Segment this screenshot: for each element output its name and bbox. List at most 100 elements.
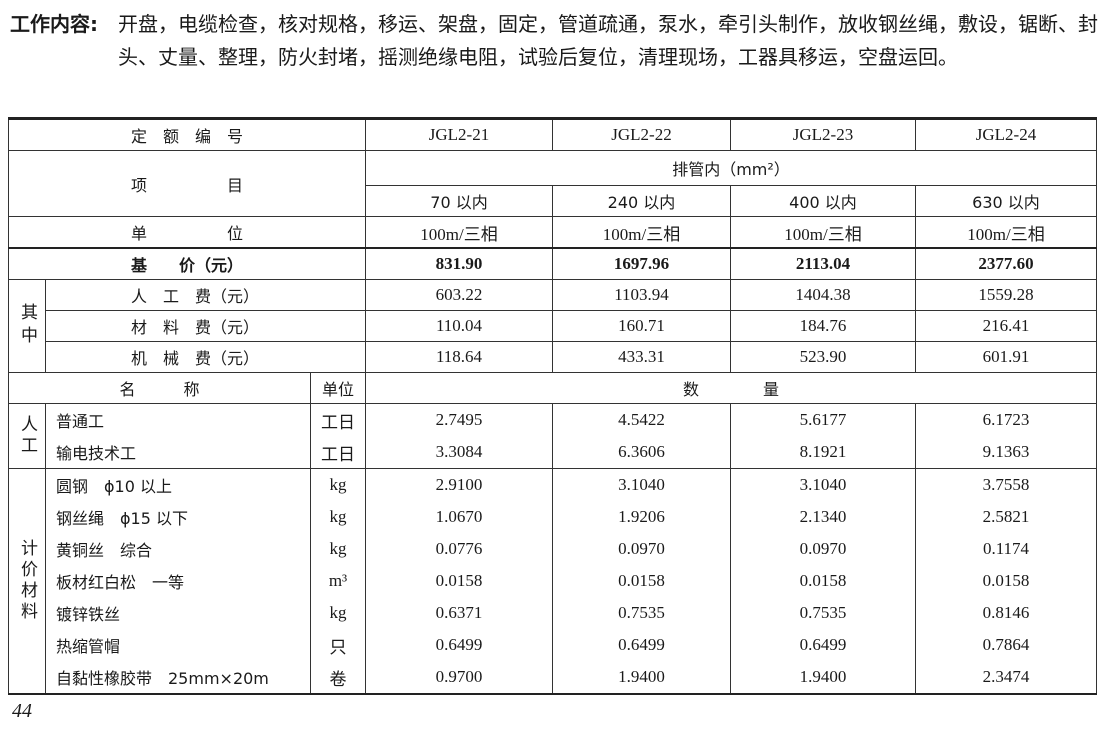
unit-col-label: 单位 xyxy=(310,372,366,404)
materials-unit: kg xyxy=(310,533,366,565)
cost-row: 机 械 费（元） 118.64 433.31 523.90 601.91 xyxy=(9,341,1097,373)
materials-row: 热缩管帽只 0.6499 0.6499 0.6499 0.7864 xyxy=(9,629,1097,661)
base-price-cell: 2113.04 xyxy=(730,247,916,280)
labor-value: 2.7495 xyxy=(365,403,553,436)
labor-name: 普通工 xyxy=(45,403,311,436)
item-cell: 70 以内 xyxy=(365,185,553,217)
item-group-row: 项 目 排管内（mm²） xyxy=(8,150,1097,217)
quantity-label: 数 量 xyxy=(365,372,1097,404)
materials-value: 2.5821 xyxy=(915,501,1097,533)
materials-name: 镀锌铁丝 xyxy=(45,597,311,629)
unit-cell: 100m/三相 xyxy=(365,216,553,249)
cost-cell: 1559.28 xyxy=(915,279,1097,311)
labor-value: 6.1723 xyxy=(915,403,1097,436)
page-number: 44 xyxy=(12,700,32,722)
labor-value: 3.3084 xyxy=(365,436,553,469)
materials-row: 钢丝绳 ϕ15 以下 kg 1.0670 1.9206 2.1340 2.5821 xyxy=(9,501,1097,533)
cost-cell: 184.76 xyxy=(730,310,916,342)
cost-cell: 1404.38 xyxy=(730,279,916,311)
cost-cell: 216.41 xyxy=(915,310,1097,342)
materials-value: 0.0158 xyxy=(915,565,1097,597)
cost-cell: 118.64 xyxy=(365,341,553,373)
base-price-cell: 1697.96 xyxy=(552,247,731,280)
base-price-cell: 2377.60 xyxy=(915,247,1097,280)
materials-value: 0.8146 xyxy=(915,597,1097,629)
labor-unit: 工日 xyxy=(310,436,366,469)
code-label: 定 额 编 号 xyxy=(8,118,366,151)
materials-value: 2.1340 xyxy=(730,501,916,533)
item-row: 70 以内 240 以内 400 以内 630 以内 xyxy=(9,185,1097,217)
cost-cell: 110.04 xyxy=(365,310,553,342)
code-row: 定 额 编 号 JGL2-21 JGL2-22 JGL2-23 JGL2-24 xyxy=(8,118,1097,151)
cost-cell: 601.91 xyxy=(915,341,1097,373)
item-group: 排管内（mm²） xyxy=(365,150,1097,186)
work-content-text: 开盘，电缆检查，核对规格，移运、架盘，固定，管道疏通，泵水，牵引头制作，放收钢丝… xyxy=(118,12,1098,69)
labor-value: 4.5422 xyxy=(552,403,731,436)
materials-row: 镀锌铁丝 kg 0.6371 0.7535 0.7535 0.8146 xyxy=(9,597,1097,629)
base-price-cell: 831.90 xyxy=(365,247,553,280)
materials-value: 0.0158 xyxy=(730,565,916,597)
item-label: 项 目 xyxy=(8,150,366,217)
unit-cell: 100m/三相 xyxy=(730,216,916,249)
unit-label: 单 位 xyxy=(8,216,366,249)
work-content-label: 工作内容: xyxy=(10,12,98,36)
labor-value: 5.6177 xyxy=(730,403,916,436)
materials-unit: kg xyxy=(310,501,366,533)
materials-value: 0.0776 xyxy=(365,533,553,565)
item-cell: 240 以内 xyxy=(552,185,731,217)
cost-cell: 603.22 xyxy=(365,279,553,311)
materials-value: 0.0970 xyxy=(730,533,916,565)
code-cell: JGL2-21 xyxy=(365,118,553,151)
item-cell: 400 以内 xyxy=(730,185,916,217)
materials-unit: 卷 xyxy=(310,661,366,695)
materials-value: 0.7535 xyxy=(730,597,916,629)
materials-value: 1.9206 xyxy=(552,501,731,533)
code-cell: JGL2-24 xyxy=(915,118,1097,151)
unit-cell: 100m/三相 xyxy=(552,216,731,249)
cost-cell: 1103.94 xyxy=(552,279,731,311)
labor-row: 人工 普通工 工日 2.7495 4.5422 5.6177 6.1723 xyxy=(8,403,1097,469)
base-price-label: 基 价（元） xyxy=(8,247,366,280)
materials-value: 2.3474 xyxy=(915,661,1097,695)
cost-row: 材 料 费（元） 110.04 160.71 184.76 216.41 xyxy=(9,310,1097,342)
labor-unit: 工日 xyxy=(310,403,366,436)
materials-unit: m³ xyxy=(310,565,366,597)
name-label: 名 称 xyxy=(8,372,311,404)
materials-value: 0.0158 xyxy=(365,565,553,597)
cost-row: 其中人 工 费（元） 603.22 1103.94 1404.38 1559.28 xyxy=(8,279,1097,373)
item-cell: 630 以内 xyxy=(915,185,1097,217)
cost-label: 机 械 费（元） xyxy=(45,341,366,373)
materials-value: 1.9400 xyxy=(730,661,916,695)
materials-name: 圆钢 ϕ10 以上 xyxy=(45,468,311,501)
materials-value: 2.9100 xyxy=(365,468,553,501)
materials-name: 板材红白松 一等 xyxy=(45,565,311,597)
materials-value: 0.1174 xyxy=(915,533,1097,565)
materials-value: 0.6371 xyxy=(365,597,553,629)
name-header-row: 名 称单位数 量 xyxy=(8,372,1097,404)
of-which-label: 其中 xyxy=(8,279,46,373)
materials-value: 0.6499 xyxy=(730,629,916,661)
materials-value: 0.9700 xyxy=(365,661,553,695)
materials-value: 3.1040 xyxy=(730,468,916,501)
materials-value: 0.6499 xyxy=(365,629,553,661)
materials-value: 1.0670 xyxy=(365,501,553,533)
materials-row: 自黏性橡胶带 25mm×20m 卷 0.9700 1.9400 1.9400 2.3474 xyxy=(9,661,1097,695)
materials-value: 0.7864 xyxy=(915,629,1097,661)
cost-cell: 433.31 xyxy=(552,341,731,373)
code-cell: JGL2-22 xyxy=(552,118,731,151)
quota-table: 定 额 编 号 JGL2-21 JGL2-22 JGL2-23 JGL2-24 … xyxy=(8,117,1097,695)
materials-group-label: 计价材料 xyxy=(8,468,46,695)
materials-row: 黄铜丝 综合 kg 0.0776 0.0970 0.0970 0.1174 xyxy=(9,533,1097,565)
materials-unit: kg xyxy=(310,597,366,629)
materials-name: 自黏性橡胶带 25mm×20m xyxy=(45,661,311,695)
work-content: 工作内容: 开盘，电缆检查，核对规格，移运、架盘，固定，管道疏通，泵水，牵引头制… xyxy=(10,8,1100,74)
code-cell: JGL2-23 xyxy=(730,118,916,151)
materials-value: 3.1040 xyxy=(552,468,731,501)
labor-value: 8.1921 xyxy=(730,436,916,469)
materials-value: 0.0158 xyxy=(552,565,731,597)
materials-unit: kg xyxy=(310,468,366,501)
labor-value: 9.1363 xyxy=(915,436,1097,469)
materials-row: 板材红白松 一等 m³ 0.0158 0.0158 0.0158 0.0158 xyxy=(9,565,1097,597)
materials-name: 热缩管帽 xyxy=(45,629,311,661)
labor-name: 输电技术工 xyxy=(45,436,311,469)
